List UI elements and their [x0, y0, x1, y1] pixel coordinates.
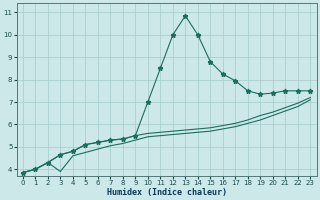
- X-axis label: Humidex (Indice chaleur): Humidex (Indice chaleur): [107, 188, 227, 197]
